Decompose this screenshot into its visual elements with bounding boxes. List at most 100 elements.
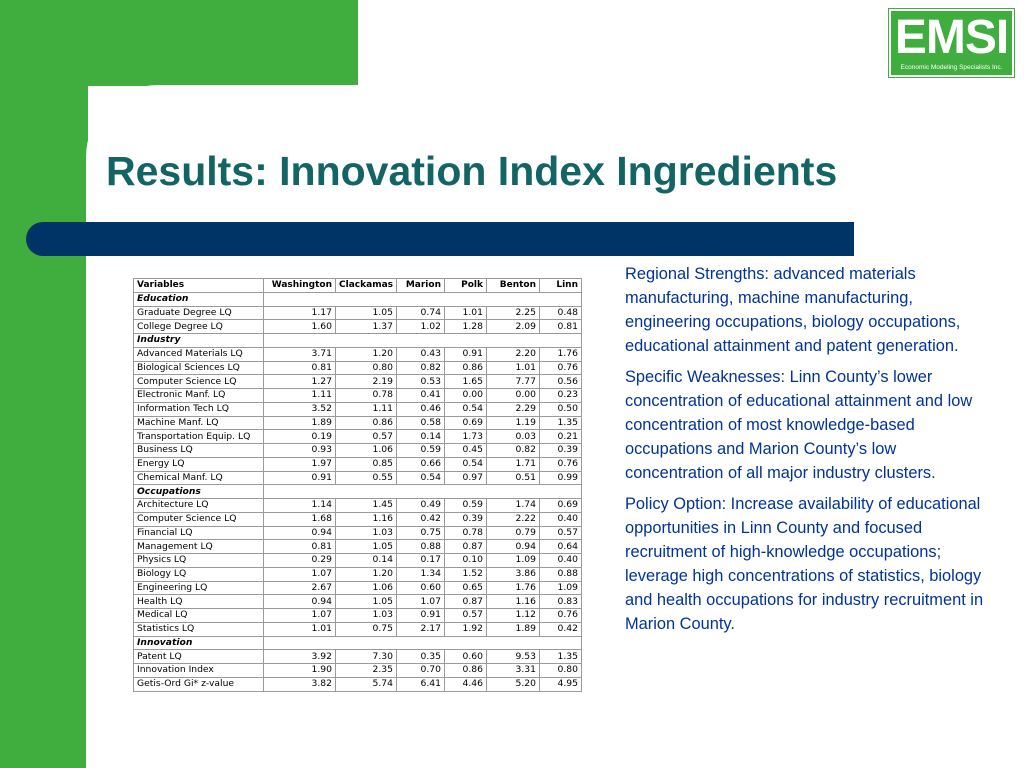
- table-row: Machine Manf. LQ 1.89 0.86 0.58 0.69 1.19 1.35: [133, 415, 582, 431]
- logo-wordmark: EMSI: [894, 11, 1009, 64]
- table-cell: 0.51: [486, 470, 540, 486]
- table-cell: 0.75: [396, 525, 445, 541]
- table-cell: 0.87: [444, 594, 487, 609]
- table-header-row: Variables Washington Clackamas Marion Polk Be…: [133, 278, 582, 293]
- table-cell: 1.92: [444, 621, 487, 637]
- table-row-label: College Degree LQ: [133, 319, 264, 334]
- table-cell: 0.86: [444, 663, 487, 678]
- table-cell: 0.94: [263, 525, 336, 541]
- table-cell: 1.05: [335, 305, 397, 321]
- table-cell: 1.35: [539, 649, 582, 664]
- table-cell: 1.52: [444, 566, 487, 582]
- table-cell: 1.27: [263, 374, 336, 389]
- table-row: Computer Science LQ 1.27 2.19 0.53 1.65 7.77 0…: [133, 374, 582, 389]
- table-row: Financial LQ 0.94 1.03 0.75 0.78 0.79 0.57: [133, 525, 582, 541]
- table-body: Education Graduate Degree LQ 1.17 1.05 0.74 1…: [133, 291, 582, 692]
- table-cell: 0.41: [396, 388, 445, 403]
- table-cell: 0.29: [263, 553, 336, 568]
- table-cell: 0.91: [444, 346, 487, 362]
- table-row: Patent LQ 3.92 7.30 0.35 0.60 9.53 1.35: [133, 649, 582, 664]
- table-cell: 0.48: [539, 305, 582, 321]
- table-group-label: Education: [133, 291, 264, 307]
- table-cell: 1.20: [335, 346, 397, 362]
- table-row-label: Innovation Index: [133, 663, 264, 678]
- table-cell: 1.01: [263, 621, 336, 637]
- table-row-label: Patent LQ: [133, 649, 264, 664]
- table-cell: 0.81: [263, 539, 336, 554]
- table-cell: 1.12: [486, 608, 540, 623]
- table-cell: 0.40: [539, 553, 582, 568]
- table-cell: 3.86: [486, 566, 540, 582]
- table-cell: 0.59: [396, 443, 445, 458]
- table-cell: 1.09: [539, 580, 582, 596]
- table-cell: 0.57: [335, 429, 397, 444]
- table-cell: 1.07: [263, 608, 336, 623]
- table-cell: 0.14: [335, 553, 397, 568]
- table-cell: 0.93: [263, 443, 336, 458]
- table-cell: 9.53: [486, 649, 540, 664]
- table-cell: 1.71: [486, 456, 540, 472]
- table-cell: 0.99: [539, 470, 582, 486]
- table-header-cell: Clackamas: [335, 278, 397, 293]
- table-row: Chemical Manf. LQ 0.91 0.55 0.54 0.97 0.51 0.9…: [133, 470, 582, 486]
- table-row-label: Energy LQ: [133, 456, 264, 472]
- table-cell: 1.16: [486, 594, 540, 609]
- table-cell: 0.56: [539, 374, 582, 389]
- table-cell: 0.45: [444, 443, 487, 458]
- table-row-label: Information Tech LQ: [133, 401, 264, 417]
- table-cell: 1.19: [486, 415, 540, 431]
- table-row-label: Engineering LQ: [133, 580, 264, 596]
- table-cell: 0.81: [539, 319, 582, 334]
- title-underline-bar: [26, 222, 854, 256]
- logo-tagline: Economic Modeling Specialists Inc.: [900, 64, 1003, 71]
- table-row-label: Biological Sciences LQ: [133, 360, 264, 376]
- table-group-filler: [263, 333, 582, 348]
- table-cell: 3.52: [263, 401, 336, 417]
- table-group-row: Education: [133, 291, 582, 307]
- table-group-label: Occupations: [133, 484, 264, 499]
- table-header-cell: Washington: [263, 278, 336, 293]
- table-cell: 1.03: [335, 525, 397, 541]
- table-row: Architecture LQ 1.14 1.45 0.49 0.59 1.74 0.69: [133, 498, 582, 513]
- table-cell: 5.74: [335, 676, 397, 692]
- table-cell: 7.77: [486, 374, 540, 389]
- table-cell: 3.31: [486, 663, 540, 678]
- table-cell: 1.16: [335, 511, 397, 527]
- table-row: Energy LQ 1.97 0.85 0.66 0.54 1.71 0.76: [133, 456, 582, 472]
- emsi-logo: EMSI Economic Modeling Specialists Inc.: [889, 9, 1014, 77]
- table-cell: 1.03: [335, 608, 397, 623]
- specific-weaknesses-text: Specific Weaknesses: Linn County’s lower…: [625, 368, 973, 482]
- table-cell: 1.05: [335, 539, 397, 554]
- table-cell: 0.46: [396, 401, 445, 417]
- table-cell: 0.43: [396, 346, 445, 362]
- table-row: Advanced Materials LQ 3.71 1.20 0.43 0.91 2.2…: [133, 346, 582, 362]
- table-cell: 0.42: [539, 621, 582, 637]
- table-cell: 1.68: [263, 511, 336, 527]
- table-row: Business LQ 0.93 1.06 0.59 0.45 0.82 0.39: [133, 443, 582, 458]
- table-cell: 2.22: [486, 511, 540, 527]
- table-row-label: Management LQ: [133, 539, 264, 554]
- table-cell: 0.39: [539, 443, 582, 458]
- table-cell: 0.88: [396, 539, 445, 554]
- left-green-band: [0, 0, 88, 768]
- table-cell: 0.74: [396, 305, 445, 321]
- table-cell: 0.53: [396, 374, 445, 389]
- table-row-label: Electronic Manf. LQ: [133, 388, 264, 403]
- table-cell: 2.67: [263, 580, 336, 596]
- table-row-label: Chemical Manf. LQ: [133, 470, 264, 486]
- table-cell: 0.85: [335, 456, 397, 472]
- table-header-cell: Linn: [539, 278, 582, 293]
- table-cell: 1.28: [444, 319, 487, 334]
- table-group-filler: [263, 484, 582, 499]
- table-cell: 0.03: [486, 429, 540, 444]
- table-cell: 0.59: [444, 498, 487, 513]
- table-cell: 0.79: [486, 525, 540, 541]
- table-cell: 1.06: [335, 580, 397, 596]
- table-row-label: Graduate Degree LQ: [133, 305, 264, 321]
- table-cell: 1.07: [263, 566, 336, 582]
- table-cell: 0.91: [396, 608, 445, 623]
- table-row: Computer Science LQ 1.68 1.16 0.42 0.39 2.22 0…: [133, 511, 582, 527]
- table-cell: 0.54: [444, 401, 487, 417]
- table-cell: 0.54: [444, 456, 487, 472]
- table-cell: 1.11: [335, 401, 397, 417]
